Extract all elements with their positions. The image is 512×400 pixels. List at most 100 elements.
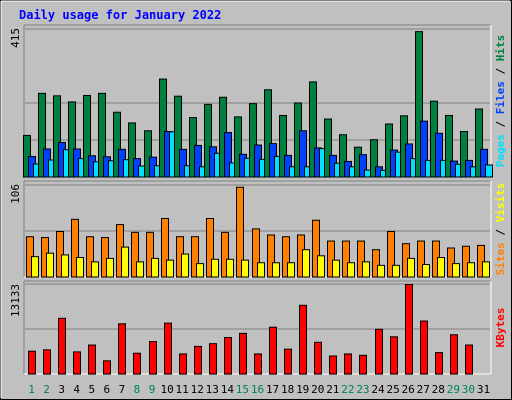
y-max-label: 415 xyxy=(9,28,22,48)
panel-legend-visits: Sites / Visits xyxy=(494,183,507,276)
day-label-3: 3 xyxy=(58,383,65,396)
bar-sites-day-14 xyxy=(221,231,229,278)
bar-visits-day-12 xyxy=(196,263,204,278)
legend-part: Files xyxy=(494,81,507,114)
bar-visits-day-26 xyxy=(407,257,415,278)
day-label-30: 30 xyxy=(462,383,475,396)
day-label-4: 4 xyxy=(73,383,80,396)
legend-part: Visits xyxy=(494,183,507,223)
bar-visits-day-6 xyxy=(106,257,114,278)
day-label-16: 16 xyxy=(251,383,264,396)
bar-visits-day-22 xyxy=(347,262,355,278)
panel-hits: 415 Pages / Files / Hits xyxy=(9,24,507,178)
bar-sites-day-23 xyxy=(357,240,365,278)
bar-files-day-12 xyxy=(194,144,202,178)
bar-kbytes-day-22 xyxy=(344,353,352,375)
bar-visits-day-24 xyxy=(377,264,385,278)
bar-pages-day-31 xyxy=(485,164,493,178)
bar-sites-day-10 xyxy=(161,217,169,278)
day-label-18: 18 xyxy=(281,383,294,396)
legend-part: KBytes xyxy=(494,308,507,348)
bar-sites-day-17 xyxy=(267,234,275,278)
day-label-6: 6 xyxy=(104,383,111,396)
day-label-13: 13 xyxy=(206,383,219,396)
bar-hits-day-7 xyxy=(113,111,121,178)
day-label-22: 22 xyxy=(341,383,354,396)
bar-hits-day-10 xyxy=(159,78,167,178)
bar-kbytes-day-29 xyxy=(450,334,458,375)
bar-files-day-23 xyxy=(359,154,367,178)
bar-kbytes-day-16 xyxy=(254,353,262,375)
day-label-10: 10 xyxy=(160,383,173,396)
chart-title: Daily usage for January 2022 xyxy=(19,8,221,22)
bar-visits-day-19 xyxy=(302,249,310,278)
day-label-31: 31 xyxy=(477,383,490,396)
bar-visits-day-14 xyxy=(226,258,234,278)
bar-hits-day-29 xyxy=(445,114,453,178)
bar-hits-day-6 xyxy=(98,92,106,178)
day-label-12: 12 xyxy=(191,383,204,396)
day-label-1: 1 xyxy=(28,383,35,396)
bar-visits-day-2 xyxy=(46,252,54,278)
day-label-14: 14 xyxy=(221,383,235,396)
bar-kbytes-day-10 xyxy=(164,322,172,375)
day-label-21: 21 xyxy=(326,383,339,396)
bar-sites-day-21 xyxy=(327,240,335,278)
bar-files-day-31 xyxy=(480,148,488,178)
day-label-25: 25 xyxy=(386,383,399,396)
day-label-28: 28 xyxy=(432,383,445,396)
bar-sites-day-20 xyxy=(312,219,320,278)
bar-kbytes-day-19 xyxy=(299,304,307,375)
bar-visits-day-31 xyxy=(482,261,490,278)
bar-hits-day-4 xyxy=(68,101,76,178)
bar-visits-day-7 xyxy=(121,246,129,278)
bar-kbytes-day-28 xyxy=(435,352,443,375)
panel-legend-hits: Pages / Files / Hits xyxy=(494,35,507,168)
bar-hits-day-16 xyxy=(249,103,257,178)
day-label-23: 23 xyxy=(356,383,369,396)
bar-hits-day-5 xyxy=(83,94,91,178)
y-max-label: 106 xyxy=(9,184,22,204)
day-label-9: 9 xyxy=(149,383,156,396)
legend-part: / xyxy=(494,222,507,242)
bar-visits-day-10 xyxy=(166,259,174,278)
bar-visits-day-11 xyxy=(181,253,189,278)
bar-hits-day-20 xyxy=(309,81,317,178)
bar-kbytes-day-9 xyxy=(149,341,157,375)
chart-panels: 415 Pages / Files / Hits 106 Sites / Visits… xyxy=(9,24,507,375)
bar-kbytes-day-4 xyxy=(73,351,81,375)
bar-sites-day-9 xyxy=(146,231,154,278)
bar-hits-day-21 xyxy=(324,118,332,178)
bar-visits-day-4 xyxy=(76,257,84,278)
bar-hits-day-31 xyxy=(475,108,483,178)
bar-sites-day-5 xyxy=(86,236,94,278)
bar-kbytes-day-1 xyxy=(28,350,36,375)
day-label-17: 17 xyxy=(266,383,279,396)
bar-visits-day-18 xyxy=(287,262,295,278)
bar-sites-day-8 xyxy=(131,231,139,278)
day-label-7: 7 xyxy=(119,383,126,396)
panel-legend-kbytes: KBytes xyxy=(494,308,507,348)
bar-hits-day-13 xyxy=(204,103,212,178)
bar-sites-day-30 xyxy=(462,245,470,278)
day-label-2: 2 xyxy=(43,383,50,396)
bar-kbytes-day-11 xyxy=(179,353,187,375)
bar-hits-day-15 xyxy=(234,116,242,178)
bar-sites-day-29 xyxy=(447,247,455,278)
bar-sites-day-27 xyxy=(417,240,425,278)
bar-visits-day-29 xyxy=(452,263,460,278)
bar-visits-day-15 xyxy=(241,259,249,278)
legend-part: Hits xyxy=(494,35,507,62)
bar-kbytes-day-7 xyxy=(118,323,126,375)
bar-hits-day-22 xyxy=(339,134,347,178)
bar-kbytes-day-6 xyxy=(103,360,111,375)
bar-visits-day-16 xyxy=(257,262,265,278)
bar-hits-day-18 xyxy=(279,114,287,178)
bar-visits-day-1 xyxy=(31,256,39,278)
bar-visits-day-13 xyxy=(211,258,219,278)
bar-visits-day-21 xyxy=(332,259,340,278)
legend-part: / xyxy=(494,114,507,134)
day-label-5: 5 xyxy=(88,383,95,396)
bar-kbytes-day-20 xyxy=(314,341,322,375)
